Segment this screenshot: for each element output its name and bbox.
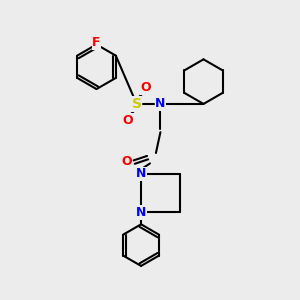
- Text: S: S: [132, 97, 142, 111]
- Text: N: N: [155, 98, 166, 110]
- Text: O: O: [121, 155, 131, 168]
- Text: N: N: [136, 167, 146, 180]
- Text: O: O: [140, 81, 151, 94]
- Text: N: N: [136, 206, 146, 219]
- Text: O: O: [122, 114, 133, 127]
- Text: F: F: [92, 37, 101, 50]
